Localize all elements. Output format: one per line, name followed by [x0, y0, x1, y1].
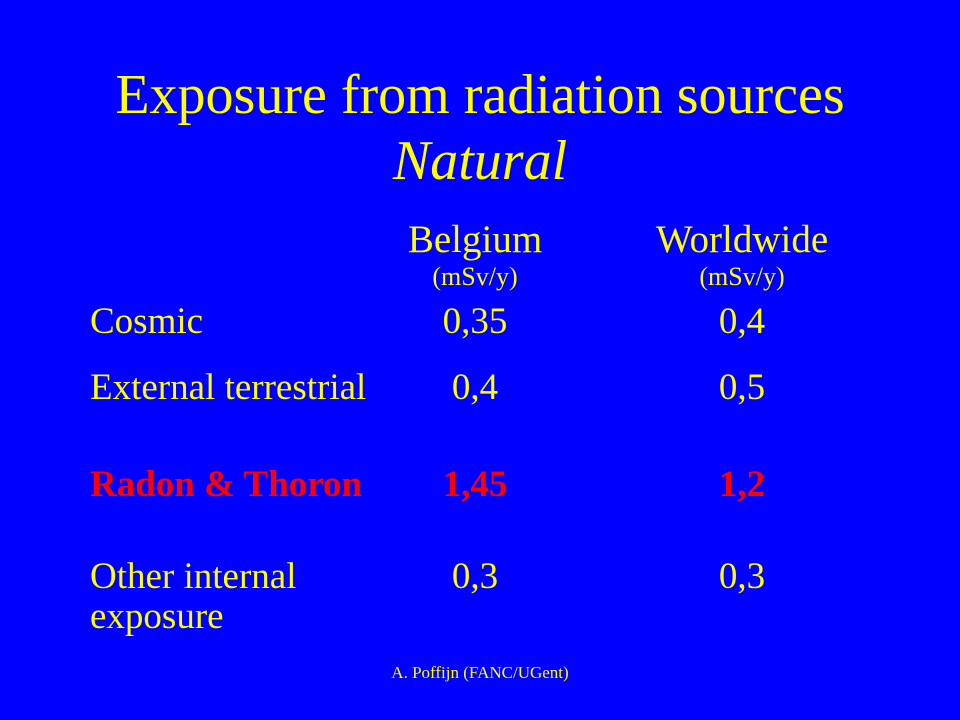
value-worldwide: 0,5 [718, 367, 766, 408]
title-subtitle: Natural [392, 130, 568, 192]
value-belgium: 0,3 [451, 556, 499, 597]
title-main: Exposure from radiation sources [115, 64, 845, 126]
column-name: Belgium [407, 218, 543, 261]
footer-credit: A. Poffijn (FANC/UGent) [391, 663, 569, 682]
column-name: Worldwide [655, 218, 829, 261]
row-label: Cosmic [90, 301, 204, 342]
value-worldwide: 0,3 [718, 556, 766, 597]
row-label: Radon & Thoron [90, 464, 363, 505]
value-belgium: 1,45 [442, 464, 508, 505]
slide-title: Exposure from radiation sources Natural [0, 62, 960, 194]
value-worldwide: 0,4 [718, 301, 766, 342]
column-header-belgium: Belgium (mSv/y) [345, 218, 605, 292]
value-worldwide: 1,2 [718, 464, 766, 505]
row-label: Other internal exposure [90, 556, 297, 637]
column-unit: (mSv/y) [699, 262, 785, 291]
row-label: External terrestrial [90, 367, 367, 408]
column-unit: (mSv/y) [432, 262, 518, 291]
column-header-worldwide: Worldwide (mSv/y) [612, 218, 872, 292]
value-belgium: 0,4 [451, 367, 499, 408]
value-belgium: 0,35 [442, 301, 508, 342]
